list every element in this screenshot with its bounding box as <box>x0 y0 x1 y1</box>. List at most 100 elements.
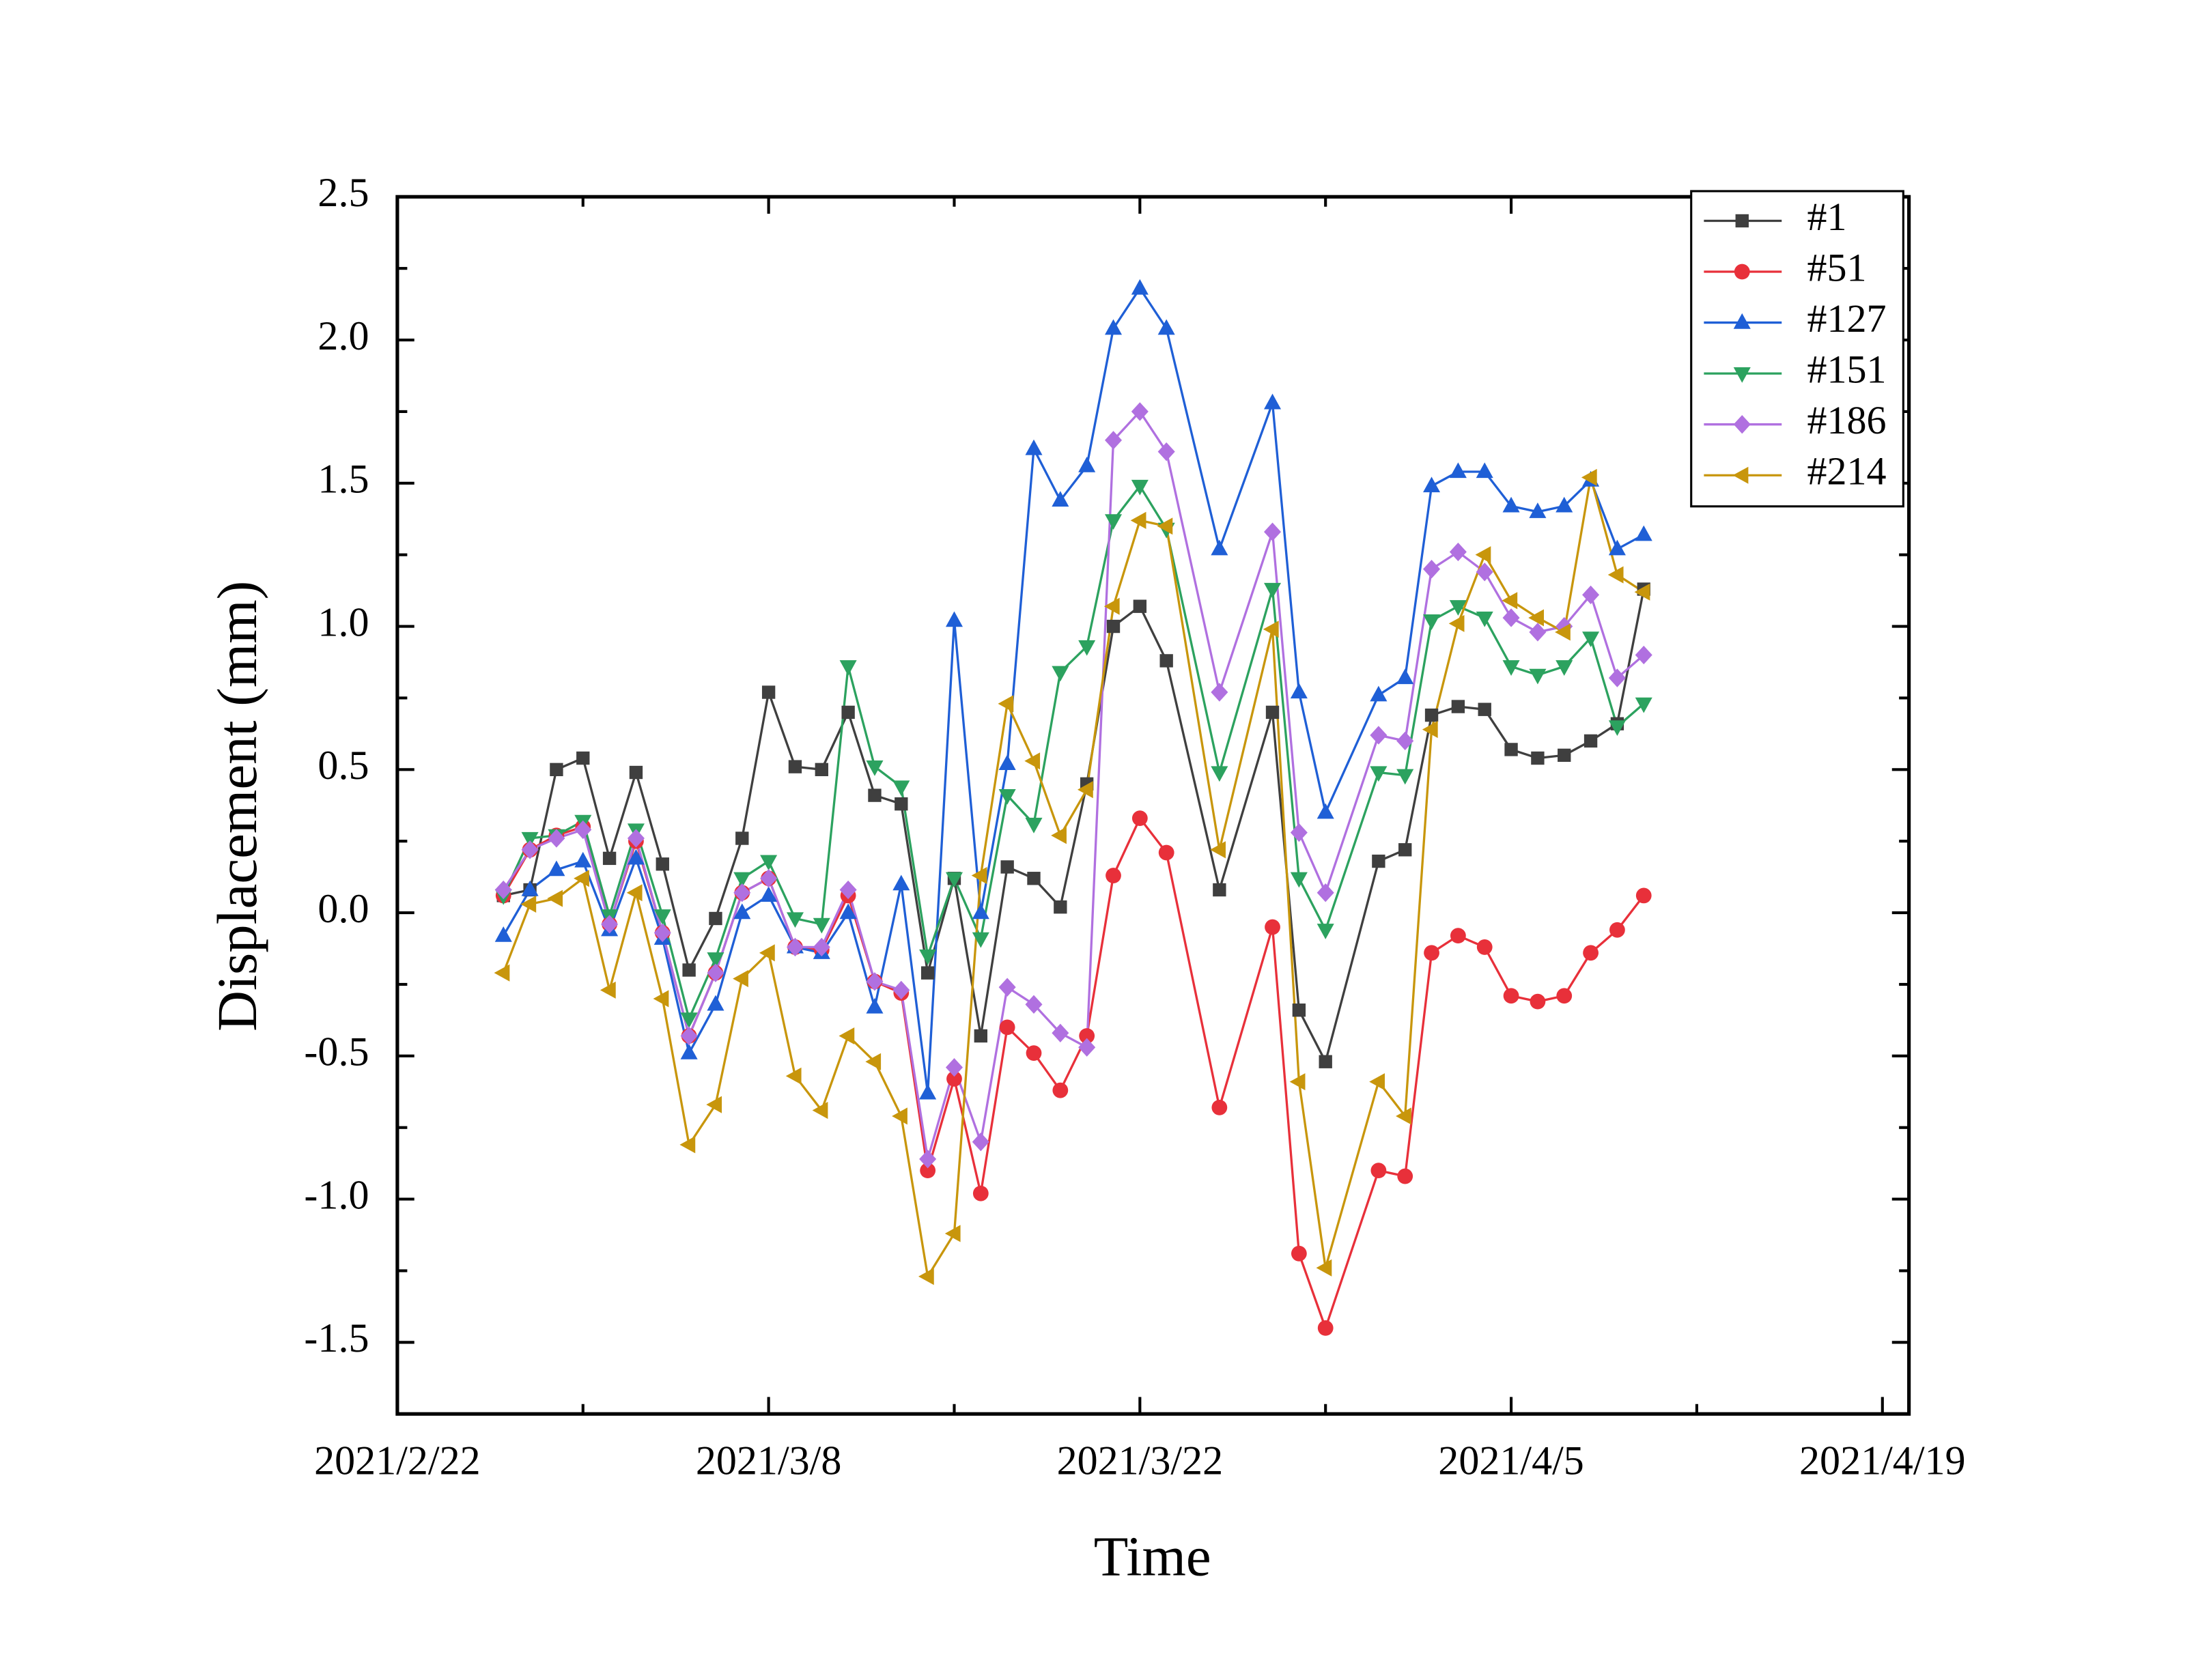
marker <box>709 911 722 926</box>
marker <box>1051 827 1067 844</box>
marker <box>733 903 751 920</box>
marker <box>1025 817 1043 834</box>
legend-box <box>1690 190 1904 508</box>
marker <box>788 760 802 773</box>
marker <box>1054 900 1067 914</box>
legend-label: #151 <box>1807 347 1887 391</box>
marker <box>653 923 671 943</box>
marker <box>892 874 910 891</box>
y-tick-label: 1.0 <box>318 599 369 644</box>
marker <box>1104 319 1123 335</box>
marker <box>1424 945 1439 961</box>
marker <box>972 932 989 948</box>
marker <box>1211 539 1228 556</box>
marker <box>707 952 724 968</box>
marker <box>812 1102 828 1120</box>
marker <box>945 1057 963 1077</box>
marker <box>1103 597 1120 615</box>
marker <box>733 883 751 902</box>
marker <box>626 884 643 902</box>
marker <box>1608 668 1626 687</box>
marker <box>1475 546 1491 564</box>
marker <box>998 978 1016 997</box>
marker <box>1291 1245 1307 1262</box>
marker <box>866 760 884 776</box>
marker <box>1027 872 1041 885</box>
marker <box>521 840 539 859</box>
marker <box>1555 623 1571 641</box>
marker <box>1581 468 1597 486</box>
series-line <box>502 816 1645 1332</box>
marker <box>1556 988 1573 1004</box>
marker <box>1159 654 1173 668</box>
series-line <box>502 286 1645 1094</box>
marker <box>1424 708 1439 722</box>
marker <box>1131 810 1148 827</box>
marker <box>1211 766 1228 782</box>
x-tick-label: 2021/4/5 <box>1438 1438 1584 1483</box>
marker <box>733 970 748 988</box>
marker <box>1502 496 1520 513</box>
marker <box>759 944 775 962</box>
marker <box>1133 599 1147 613</box>
marker <box>521 831 539 848</box>
marker <box>839 660 857 676</box>
marker <box>813 917 830 934</box>
marker <box>653 909 671 925</box>
marker <box>971 867 987 885</box>
marker <box>1733 415 1751 434</box>
marker <box>998 695 1014 713</box>
series-line <box>502 410 1645 1160</box>
marker <box>1157 442 1175 461</box>
marker <box>972 1133 989 1152</box>
marker <box>974 1029 988 1043</box>
marker <box>1478 702 1491 716</box>
plot-frame <box>395 195 1911 1416</box>
marker <box>680 1043 698 1059</box>
marker <box>550 763 563 777</box>
marker <box>520 895 537 913</box>
marker <box>627 829 645 848</box>
marker <box>576 751 590 765</box>
marker <box>918 1268 934 1285</box>
marker <box>815 763 828 777</box>
marker <box>1635 525 1652 541</box>
marker <box>1503 988 1519 1004</box>
marker <box>1369 1073 1385 1091</box>
marker <box>733 872 751 888</box>
marker <box>574 870 589 887</box>
marker <box>1052 1082 1069 1098</box>
marker <box>1450 928 1466 944</box>
marker <box>1158 844 1174 861</box>
marker <box>679 1136 696 1154</box>
marker <box>1529 623 1547 642</box>
marker <box>1502 608 1520 627</box>
marker <box>680 1026 698 1046</box>
marker <box>1370 766 1388 782</box>
marker <box>1210 841 1226 859</box>
marker <box>1290 683 1308 699</box>
x-tick-label: 2021/3/8 <box>696 1438 842 1483</box>
marker <box>1292 1003 1306 1017</box>
marker <box>1608 720 1626 737</box>
marker <box>1635 887 1652 904</box>
marker <box>786 937 804 957</box>
marker <box>786 912 804 928</box>
marker <box>1265 919 1280 935</box>
marker <box>944 1225 961 1242</box>
marker <box>919 949 937 965</box>
marker <box>1078 1038 1096 1057</box>
marker <box>1531 751 1545 765</box>
marker <box>1106 619 1121 633</box>
marker <box>866 972 884 991</box>
marker <box>1423 559 1441 579</box>
marker <box>1370 1163 1387 1179</box>
marker <box>1290 872 1308 888</box>
marker <box>1211 1099 1228 1115</box>
marker <box>892 1107 907 1125</box>
marker <box>1396 1107 1411 1125</box>
marker <box>1582 631 1600 648</box>
marker <box>1265 705 1280 720</box>
legend-label: #186 <box>1807 398 1887 442</box>
